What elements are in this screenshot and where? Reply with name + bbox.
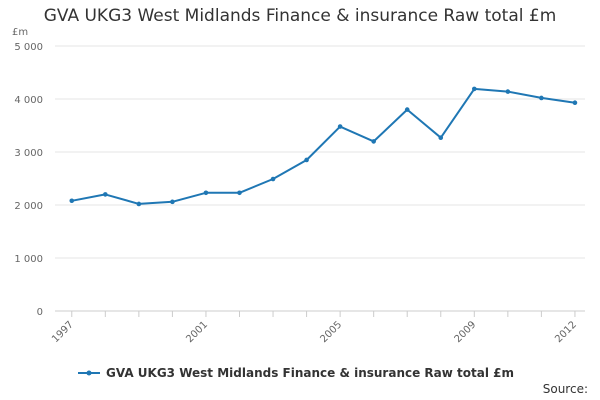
data-point[interactable] <box>539 95 544 101</box>
y-unit-label: £m <box>12 27 28 38</box>
data-point[interactable] <box>438 135 444 140</box>
data-point[interactable] <box>203 190 209 196</box>
data-point[interactable] <box>472 86 477 92</box>
source-label: Source: <box>542 382 588 396</box>
legend-label: GVA UKG3 West Midlands Finance & insuran… <box>106 366 514 380</box>
x-tick-label: 2012 <box>553 319 579 345</box>
data-point[interactable] <box>103 192 108 197</box>
data-point[interactable] <box>237 190 242 196</box>
data-point[interactable] <box>270 176 276 182</box>
series-group <box>69 86 578 207</box>
data-point[interactable] <box>69 198 75 204</box>
x-tick-label: 2001 <box>184 319 210 345</box>
data-point[interactable] <box>304 157 309 163</box>
y-tick-label: 5 000 <box>14 42 43 53</box>
data-point[interactable] <box>505 89 511 94</box>
y-tick-label: 4 000 <box>14 95 43 106</box>
data-point[interactable] <box>371 139 376 144</box>
y-tick-label: 3 000 <box>14 148 43 159</box>
data-point[interactable] <box>170 199 175 205</box>
data-point[interactable] <box>572 100 578 106</box>
y-tick-label: 1 000 <box>14 254 43 265</box>
data-point[interactable] <box>136 201 142 207</box>
x-tick-label: 1997 <box>50 319 76 345</box>
x-tick-label: 2005 <box>318 319 344 345</box>
data-point[interactable] <box>337 124 343 129</box>
series-line[interactable] <box>71 87 576 205</box>
y-tick-label: 2 000 <box>14 201 43 212</box>
y-axis: 0 1 000 2 000 3 000 4 000 5 000 <box>14 42 43 318</box>
data-point[interactable] <box>404 107 410 112</box>
legend-marker-icon <box>78 370 100 376</box>
y-tick-label: 0 <box>37 307 43 318</box>
chart-title: GVA UKG3 West Midlands Finance & insuran… <box>43 6 557 26</box>
legend[interactable]: GVA UKG3 West Midlands Finance & insuran… <box>78 366 514 380</box>
grid-lines <box>55 45 585 312</box>
x-axis: 1997 2001 2005 2009 2012 <box>50 311 579 345</box>
x-tick-label: 2009 <box>453 319 479 345</box>
